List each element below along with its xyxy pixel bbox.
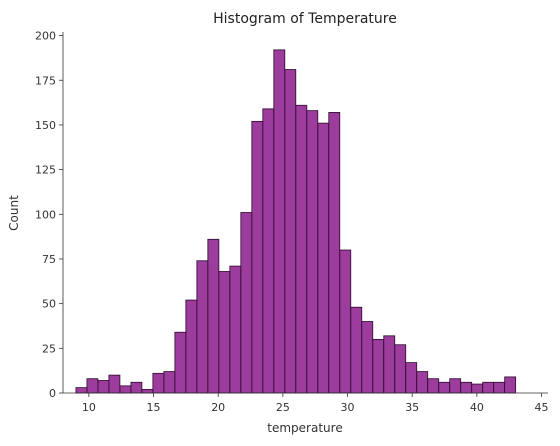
x-axis-label: temperature — [267, 421, 342, 435]
histogram-bar — [339, 249, 352, 394]
histogram-bar — [207, 238, 220, 394]
x-tick-label: 10 — [82, 401, 96, 414]
histogram-bar — [284, 69, 297, 394]
y-tick-label: 0 — [49, 387, 56, 400]
y-tick-label: 50 — [42, 298, 56, 311]
histogram-bar — [317, 122, 330, 394]
x-tick-label: 15 — [147, 401, 161, 414]
x-tick-label: 35 — [405, 401, 419, 414]
y-tick-label: 150 — [35, 119, 56, 132]
histogram-bar — [218, 271, 231, 394]
histogram-bar — [273, 49, 286, 394]
histogram-bar — [372, 338, 385, 394]
histogram-bar — [240, 212, 253, 394]
chart-title: Histogram of Temperature — [213, 11, 397, 27]
y-tick-label: 25 — [42, 342, 56, 355]
y-tick-label: 125 — [35, 164, 56, 177]
histogram-bar — [361, 321, 374, 394]
histogram-bar — [295, 104, 308, 394]
histogram-bar — [262, 108, 275, 394]
histogram-bar — [196, 260, 209, 394]
histogram-bar — [75, 387, 88, 394]
histogram-bar — [482, 381, 495, 394]
axes-group: 10 15 20 25 30 35 40 45 0 25 50 75 100 125 150 175 200 — [35, 30, 549, 414]
y-tick-label: 200 — [35, 30, 56, 43]
x-tick-label: 45 — [535, 401, 549, 414]
x-tick-label: 30 — [341, 401, 355, 414]
histogram-bar — [174, 331, 187, 394]
y-tick-label: 75 — [42, 253, 56, 266]
y-tick-label: 100 — [35, 208, 56, 221]
histogram-bar — [163, 371, 176, 394]
histogram-bar — [460, 381, 473, 394]
histogram-bar — [86, 378, 99, 394]
histogram-bar — [141, 389, 154, 394]
x-tick-label: 20 — [211, 401, 225, 414]
histogram-bar — [449, 378, 462, 394]
histogram-bar — [229, 265, 242, 394]
histogram-bar — [185, 299, 198, 394]
histogram-bar — [306, 110, 319, 394]
histogram-bar — [504, 376, 517, 394]
histogram-bar — [427, 378, 440, 394]
x-tick-label: 25 — [276, 401, 290, 414]
histogram-bar — [438, 381, 451, 394]
histogram-bar — [328, 112, 341, 394]
y-tick-label: 175 — [35, 74, 56, 87]
histogram-bar — [471, 383, 484, 394]
histogram-bar — [383, 335, 396, 394]
histogram-bar — [416, 371, 429, 394]
bars-group — [75, 49, 517, 394]
x-tick-label: 40 — [470, 401, 484, 414]
y-axis-label: Count — [7, 195, 21, 231]
histogram-bar — [405, 362, 418, 394]
histogram-bar — [152, 372, 165, 394]
histogram-bar — [350, 306, 363, 394]
histogram-bar — [493, 381, 506, 394]
histogram-bar — [97, 380, 110, 394]
histogram-bar — [130, 381, 143, 394]
histogram-bar — [119, 385, 132, 394]
histogram-bar — [394, 344, 407, 394]
histogram-bar — [108, 374, 121, 394]
histogram-bar — [251, 120, 264, 394]
